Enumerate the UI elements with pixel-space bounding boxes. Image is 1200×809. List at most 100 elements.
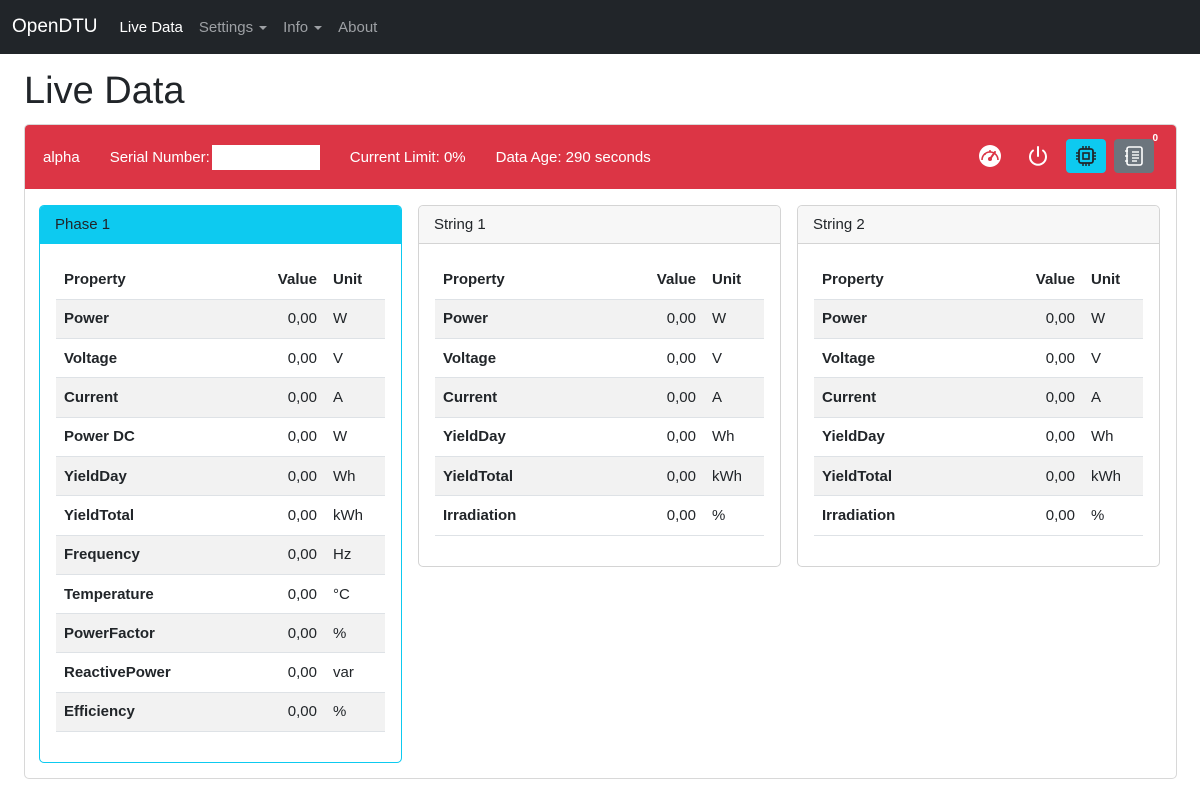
inverter-header: alpha Serial Number: Current Limit: 0% D… [25,125,1176,189]
property-cell: Irradiation [435,495,634,536]
unit-cell: A [325,377,385,418]
phase-1-card: Phase 1 Property Value Unit Power 0,00 W Vo… [39,205,402,764]
property-cell: Power [814,299,1013,340]
property-cell: YieldTotal [56,495,255,536]
table-row: Current 0,00 A [56,377,385,418]
value-cell: 0,00 [1013,299,1083,340]
journal-icon [1125,146,1143,166]
inverter-card: alpha Serial Number: Current Limit: 0% D… [24,124,1177,779]
card-header: String 2 [798,206,1159,244]
card-header: String 1 [419,206,780,244]
nav-live-data[interactable]: Live Data [120,19,183,36]
table-row: Voltage 0,00 V [56,338,385,379]
serial-number-redacted [211,144,320,170]
table-row: Current 0,00 A [814,377,1143,418]
value-cell: 0,00 [255,338,325,379]
device-info-button[interactable] [1066,139,1106,173]
unit-cell: W [325,299,385,340]
column-header-property: Property [814,260,1013,300]
value-cell: 0,00 [255,692,325,733]
phase-1-table: Property Value Unit Power 0,00 W Voltage 0,0… [56,260,385,733]
table-row: Power 0,00 W [435,299,764,340]
nav-live-data-label: Live Data [119,18,183,36]
speedometer-icon [979,145,1001,167]
column-header-unit: Unit [704,260,764,300]
unit-cell: V [1083,338,1143,379]
nav-settings-label: Settings [198,18,254,36]
page-title: Live Data [24,70,185,112]
value-cell: 0,00 [1013,338,1083,379]
unit-cell: Wh [704,417,764,457]
value-cell: 0,00 [255,652,325,693]
value-cell: 0,00 [1013,456,1083,497]
value-cell: 0,00 [255,574,325,615]
property-cell: Voltage [814,338,1013,379]
power-control-button[interactable] [1018,139,1058,173]
value-cell: 0,00 [255,417,325,457]
column-header-value: Value [255,260,325,300]
column-header-value: Value [634,260,704,300]
value-cell: 0,00 [1013,495,1083,536]
property-cell: Temperature [56,574,255,615]
value-cell: 0,00 [255,613,325,654]
value-cell: 0,00 [1013,377,1083,418]
property-cell: YieldTotal [435,456,634,497]
card-header: Phase 1 [40,206,401,244]
serial-number: Serial Number: [110,144,320,170]
value-cell: 0,00 [255,535,325,575]
string-2-table: Property Value Unit Power 0,00 W Voltage 0,0… [814,260,1143,536]
property-cell: PowerFactor [56,613,255,654]
unit-cell: % [704,495,764,536]
property-cell: Efficiency [56,692,255,733]
unit-cell: V [325,338,385,379]
inverter-name: alpha [43,148,80,166]
table-row: PowerFactor 0,00% [56,613,385,654]
unit-cell: % [325,692,385,733]
table-row: Temperature 0,00 °C [56,574,385,615]
table-row: Power 0,00 W [814,299,1143,340]
nav-about[interactable]: About [338,19,377,36]
property-cell: Current [56,377,255,418]
unit-cell: % [325,613,385,654]
property-cell: Power DC [56,417,255,457]
property-cell: Power [435,299,634,340]
table-header-row: Property Value Unit [56,260,385,300]
unit-cell: kWh [1083,456,1143,497]
unit-cell: Hz [325,535,385,575]
current-limit: Current Limit: 0% [349,148,466,166]
nav-about-label: About [338,18,378,36]
table-row: YieldDay 0,00 Wh [56,456,385,497]
value-cell: 0,00 [255,299,325,340]
property-cell: Current [435,377,634,418]
brand-link[interactable]: OpenDTU [12,16,98,37]
nav-info-dropdown[interactable]: Info [283,19,323,36]
event-log-button[interactable]: 0 [1114,133,1158,173]
value-cell: 0,00 [634,495,704,536]
column-header-unit: Unit [325,260,385,300]
limit-settings-button[interactable] [970,139,1010,173]
inverter-actions: 0 [962,133,1158,173]
unit-cell: W [704,299,764,340]
unit-cell: A [1083,377,1143,418]
table-row: Current 0,00 A [435,377,764,418]
unit-cell: V [704,338,764,379]
table-header-row: Property Value Unit [435,260,764,300]
unit-cell: Wh [325,456,385,497]
event-count-badge: 0 [1152,133,1158,144]
string-2-card: String 2 Property Value Unit Power 0,00 W V… [797,205,1160,567]
value-cell: 0,00 [634,417,704,457]
property-cell: Voltage [56,338,255,379]
data-age: Data Age: 290 seconds [495,148,651,166]
table-row: Irradiation 0,00% [435,495,764,536]
string-1-table: Property Value Unit Power 0,00 W Voltage 0,0… [435,260,764,536]
table-row: Efficiency 0,00% [56,692,385,733]
unit-cell: W [325,417,385,457]
column-header-value: Value [1013,260,1083,300]
table-row: YieldDay 0,00 Wh [814,417,1143,457]
value-cell: 0,00 [634,299,704,340]
table-header-row: Property Value Unit [814,260,1143,300]
table-row: Voltage 0,00 V [435,338,764,379]
nav-settings-dropdown[interactable]: Settings [198,18,268,36]
power-icon [1029,146,1047,166]
chevron-down-icon [259,26,268,30]
